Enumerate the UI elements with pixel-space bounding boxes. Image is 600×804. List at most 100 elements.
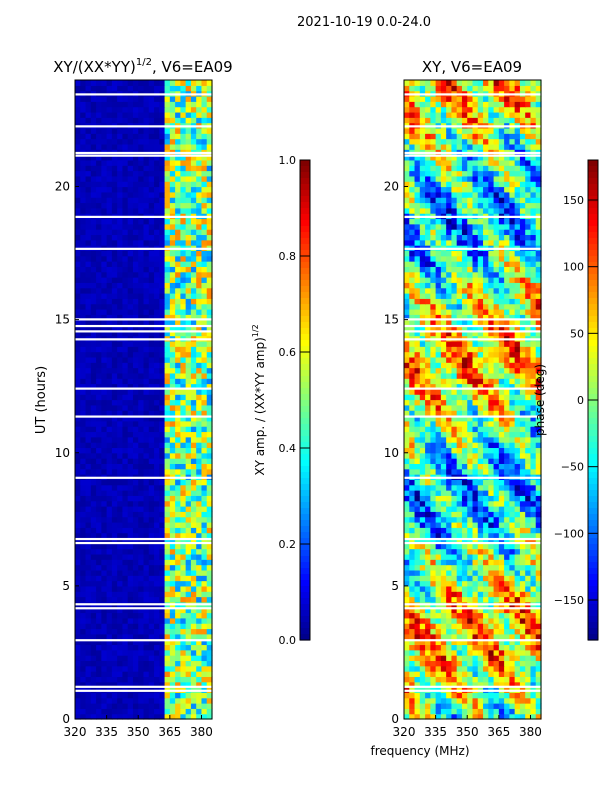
heatmap-cell (499, 501, 505, 507)
heatmap-cell (159, 447, 165, 453)
heatmap-cell (138, 581, 144, 587)
heatmap-cell (144, 565, 150, 571)
heatmap-cell (191, 224, 197, 230)
heatmap-cell (186, 506, 192, 512)
heatmap-cell (75, 288, 81, 294)
heatmap-cell (525, 511, 531, 517)
heatmap-cell (462, 522, 468, 528)
heatmap-cell (112, 261, 118, 267)
heatmap-cell (509, 708, 515, 714)
heatmap-cell (80, 501, 86, 507)
heatmap-cell (478, 495, 484, 501)
heatmap-cell (196, 117, 202, 123)
heatmap-cell (473, 373, 479, 379)
heatmap-cell (112, 304, 118, 310)
heatmap-cell (462, 373, 468, 379)
heatmap-cell (154, 421, 160, 427)
heatmap-cell (201, 357, 207, 363)
heatmap-cell (494, 597, 500, 603)
heatmap-cell (446, 511, 452, 517)
heatmap-cell (457, 522, 463, 528)
heatmap-cell (180, 501, 186, 507)
heatmap-cell (133, 133, 139, 139)
heatmap-cell (144, 128, 150, 134)
heatmap-cell (149, 495, 155, 501)
heatmap-cell (201, 272, 207, 278)
heatmap-cell (520, 533, 526, 539)
heatmap-cell (128, 517, 134, 523)
heatmap-cell (425, 570, 431, 576)
heatmap-cell (96, 575, 102, 581)
heatmap-cell (420, 506, 426, 512)
heatmap-cell (504, 426, 510, 432)
heatmap-cell (451, 410, 457, 416)
heatmap-cell (96, 128, 102, 134)
heatmap-cell (149, 405, 155, 411)
flagged-row (75, 125, 212, 127)
heatmap-cell (96, 431, 102, 437)
heatmap-cell (170, 128, 176, 134)
heatmap-cell (478, 533, 484, 539)
heatmap-cell (80, 618, 86, 624)
heatmap-cell (478, 618, 484, 624)
heatmap-cell (91, 101, 97, 107)
heatmap-cell (530, 495, 536, 501)
heatmap-cell (117, 490, 123, 496)
heatmap-cell (462, 591, 468, 597)
heatmap-cell (101, 117, 107, 123)
heatmap-cell (133, 453, 139, 459)
heatmap-cell (488, 495, 494, 501)
heatmap-cell (159, 128, 165, 134)
heatmap-cell (75, 293, 81, 299)
heatmap-cell (86, 421, 92, 427)
heatmap-cell (462, 453, 468, 459)
heatmap-cell (101, 698, 107, 704)
heatmap-cell (149, 703, 155, 709)
heatmap-cell (196, 628, 202, 634)
heatmap-cell (133, 96, 139, 102)
heatmap-cell (117, 527, 123, 533)
heatmap-cell (91, 511, 97, 517)
heatmap-cell (75, 676, 81, 682)
heatmap-cell (530, 644, 536, 650)
heatmap-cell (467, 405, 473, 411)
heatmap-cell (483, 623, 489, 629)
heatmap-cell (420, 485, 426, 491)
heatmap-cell (101, 229, 107, 235)
heatmap-cell (404, 426, 410, 432)
heatmap-cell (446, 527, 452, 533)
heatmap-cell (499, 660, 505, 666)
heatmap-cell (154, 447, 160, 453)
colorbar-step (300, 628, 310, 635)
heatmap-cell (149, 517, 155, 523)
heatmap-cell (425, 565, 431, 571)
heatmap-cell (75, 469, 81, 475)
heatmap-cell (473, 671, 479, 677)
heatmap-cell (473, 506, 479, 512)
heatmap-cell (91, 426, 97, 432)
heatmap-cell (149, 309, 155, 315)
heatmap-cell (122, 591, 128, 597)
heatmap-cell (191, 234, 197, 240)
heatmap-cell (112, 256, 118, 262)
heatmap-cell (515, 549, 521, 555)
heatmap-cell (117, 623, 123, 629)
heatmap-cell (101, 282, 107, 288)
heatmap-cell (425, 421, 431, 427)
heatmap-cell (478, 431, 484, 437)
heatmap-cell (154, 506, 160, 512)
heatmap-cell (420, 527, 426, 533)
heatmap-cell (186, 320, 192, 326)
heatmap-cell (170, 224, 176, 230)
heatmap-cell (149, 597, 155, 603)
heatmap-cell (499, 506, 505, 512)
heatmap-cell (404, 527, 410, 533)
heatmap-cell (196, 144, 202, 150)
heatmap-cell (112, 112, 118, 118)
heatmap-cell (180, 139, 186, 145)
colorbar-tick-label: 0.0 (279, 634, 297, 647)
heatmap-cell (425, 650, 431, 656)
heatmap-cell (144, 708, 150, 714)
heatmap-cell (441, 628, 447, 634)
heatmap-cell (404, 400, 410, 406)
